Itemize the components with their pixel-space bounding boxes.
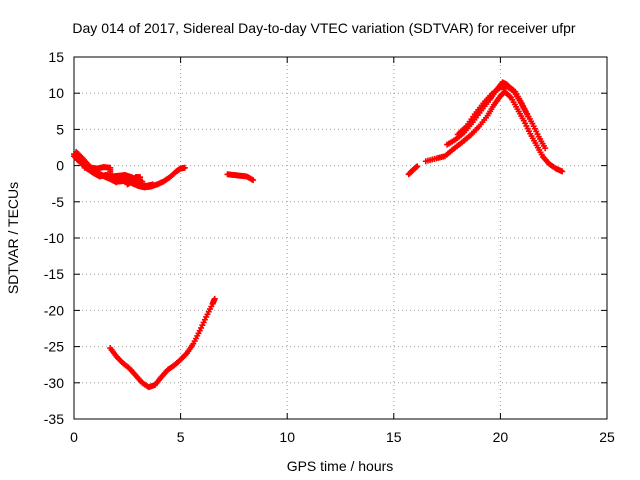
y-tick-label: -5 bbox=[52, 194, 65, 210]
series-arc-7 bbox=[405, 163, 421, 178]
y-axis-label: SDTVAR / TECUs bbox=[5, 182, 21, 294]
series-arc-5 bbox=[124, 174, 144, 188]
axis-ticks: 0 5 10 15 20 25 15 10 5 0 -5 -10 -15 -20 -25 -30 -35 bbox=[44, 49, 615, 445]
series-arc-8 bbox=[422, 88, 566, 175]
series-arc-6 bbox=[224, 171, 257, 184]
data-point bbox=[137, 174, 144, 181]
y-tick-label: 15 bbox=[48, 49, 64, 65]
data-point bbox=[149, 181, 156, 188]
x-tick-label: 15 bbox=[386, 429, 402, 445]
data-point bbox=[542, 145, 549, 152]
y-tick-label: -35 bbox=[44, 411, 64, 427]
data-point bbox=[559, 168, 566, 175]
y-tick-label: -20 bbox=[44, 302, 64, 318]
grid bbox=[74, 57, 607, 419]
x-tick-label: 10 bbox=[279, 429, 295, 445]
x-tick-label: 5 bbox=[177, 429, 185, 445]
y-tick-label: -30 bbox=[44, 375, 64, 391]
x-tick-label: 0 bbox=[70, 429, 78, 445]
chart-title: Day 014 of 2017, Sidereal Day-to-day VTE… bbox=[72, 20, 576, 36]
data-point bbox=[525, 113, 532, 120]
y-tick-label: 10 bbox=[48, 85, 64, 101]
y-tick-label: -10 bbox=[44, 230, 64, 246]
y-tick-label: 0 bbox=[56, 158, 64, 174]
y-tick-label: -15 bbox=[44, 266, 64, 282]
data-point bbox=[181, 164, 188, 171]
x-tick-label: 20 bbox=[493, 429, 509, 445]
y-tick-label: -25 bbox=[44, 339, 64, 355]
data-point bbox=[414, 163, 421, 170]
data-point bbox=[250, 177, 257, 184]
x-tick-label: 25 bbox=[599, 429, 615, 445]
data-points bbox=[71, 79, 566, 391]
data-point bbox=[113, 179, 120, 186]
series-arc-11 bbox=[107, 295, 218, 391]
data-point bbox=[211, 295, 218, 302]
y-tick-label: 5 bbox=[56, 121, 64, 137]
data-point bbox=[139, 178, 146, 185]
series-arc-4 bbox=[81, 164, 120, 186]
series-arc-10 bbox=[454, 83, 532, 138]
x-axis-label: GPS time / hours bbox=[287, 458, 394, 474]
